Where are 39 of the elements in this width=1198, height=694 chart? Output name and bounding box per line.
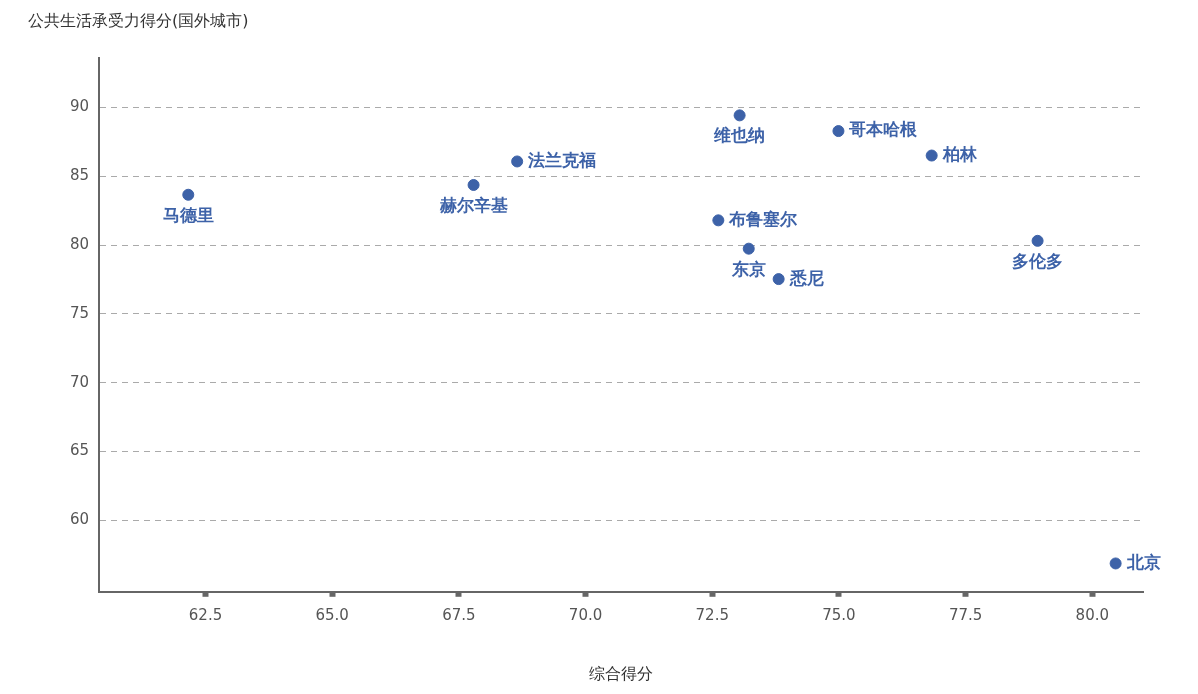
annotation: 多伦多 — [1012, 250, 1064, 271]
y-tick-label: 70 — [69, 372, 90, 391]
annotation: 赫尔辛基 — [438, 194, 508, 215]
point — [1109, 557, 1122, 570]
annotation: 哥本哈根 — [848, 119, 919, 140]
point — [733, 109, 746, 122]
annotation: 维也纳 — [713, 125, 766, 146]
y-axis-title: 公共生活承受力得分(国外城市) — [28, 11, 249, 31]
x-tick-label: 75.0 — [822, 605, 856, 624]
x-tick-label: 80.0 — [1075, 605, 1110, 624]
x-tick-label: 70.0 — [568, 605, 603, 624]
y-tick-label: 75 — [69, 303, 90, 322]
annotation: 法兰克福 — [527, 149, 597, 170]
x-tick-label: 67.5 — [442, 605, 476, 624]
x-tick-label: 65.0 — [315, 605, 349, 624]
y-tick-label: 65 — [69, 441, 90, 460]
annotation: 悉尼 — [788, 267, 824, 288]
y-tick-label: 80 — [69, 235, 90, 253]
y-tick-label: 85 — [69, 166, 90, 185]
point — [511, 155, 524, 168]
y-tick-label: 60 — [69, 510, 90, 529]
annotation: 北京 — [1125, 551, 1161, 572]
x-tick-label: 77.5 — [948, 605, 983, 624]
annotation: 布鲁塞尔 — [728, 208, 799, 229]
annotation: 东京 — [730, 258, 766, 279]
x-axis-title: 综合得分 — [589, 663, 654, 683]
point — [182, 188, 195, 201]
point — [925, 149, 938, 162]
annotation: 马德里 — [162, 204, 214, 225]
point — [1031, 234, 1044, 247]
point — [742, 242, 755, 255]
point — [467, 178, 480, 191]
point — [712, 214, 725, 227]
y-tick-label: 90 — [69, 97, 90, 116]
point — [772, 273, 785, 286]
point — [832, 125, 845, 138]
annotation: 柏林 — [941, 143, 978, 164]
x-tick-label: 62.5 — [188, 605, 223, 624]
x-tick-label: 72.5 — [695, 605, 729, 624]
